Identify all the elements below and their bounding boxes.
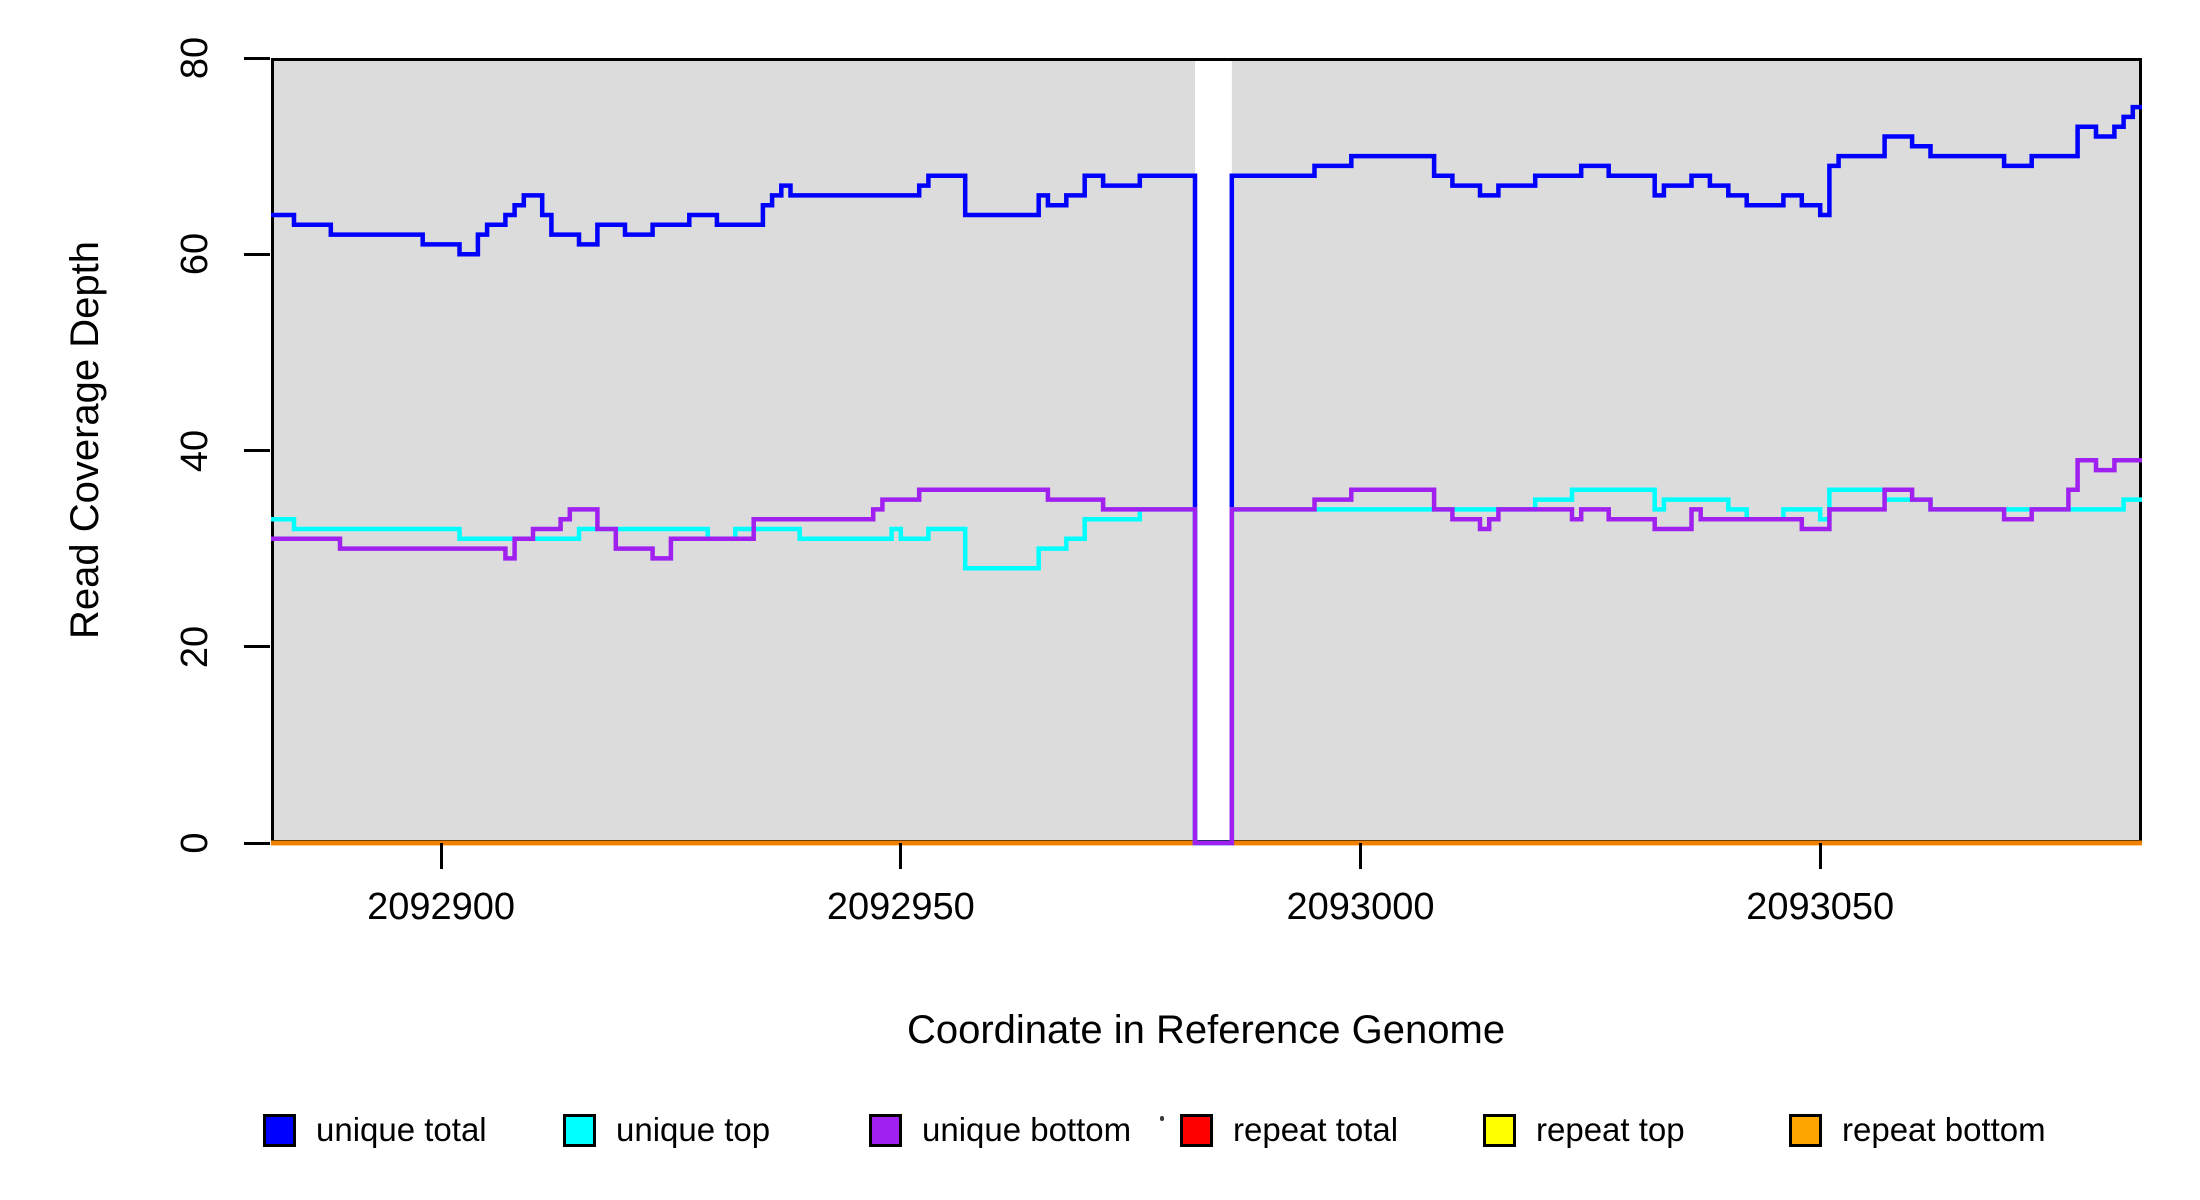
legend-label: unique total xyxy=(316,1111,487,1148)
legend-item-unique-bottom: unique bottom xyxy=(869,1108,1131,1152)
legend-label: unique bottom xyxy=(922,1111,1132,1148)
legend-swatch-icon xyxy=(1483,1113,1516,1147)
x-axis-title: Coordinate in Reference Genome xyxy=(906,1008,1506,1052)
y-tick-label: 0 xyxy=(173,832,216,854)
legend-item-repeat-bottom: repeat bottom xyxy=(1789,1108,2046,1152)
y-tick-label: 60 xyxy=(173,233,216,276)
legend-swatch-icon xyxy=(1789,1113,1822,1147)
x-tick-label: 2093050 xyxy=(1746,886,1895,928)
legend-item-repeat-top: repeat top xyxy=(1483,1108,1685,1152)
stray-dot xyxy=(1160,1116,1164,1121)
legend-item-unique-top: unique top xyxy=(563,1108,770,1152)
y-axis-title: Read Coverage Depth xyxy=(62,240,107,640)
x-tick-mark xyxy=(1359,843,1362,869)
y-tick-label: 20 xyxy=(173,625,216,668)
legend-swatch-icon xyxy=(563,1113,596,1147)
y-tick-mark xyxy=(244,841,270,845)
legend-label: repeat bottom xyxy=(1842,1111,2046,1148)
y-tick-label: 40 xyxy=(173,429,216,472)
y-tick-mark xyxy=(244,645,270,649)
legend-label: repeat top xyxy=(1536,1111,1685,1148)
legend-swatch-icon xyxy=(869,1113,902,1147)
legend-label: repeat total xyxy=(1233,1111,1399,1148)
legend-item-unique-total: unique total xyxy=(263,1108,487,1152)
x-tick-label: 2092900 xyxy=(367,886,516,928)
coverage-plot-svg xyxy=(271,58,2142,846)
x-tick-mark xyxy=(1818,843,1822,869)
x-tick-label: 2093000 xyxy=(1286,886,1435,928)
legend-swatch-icon xyxy=(263,1113,296,1147)
x-tick-label: 2092950 xyxy=(826,886,975,928)
coverage-gap-band xyxy=(1195,61,1232,843)
x-tick-mark xyxy=(439,843,443,869)
legend-item-repeat-total: repeat total xyxy=(1180,1108,1398,1152)
legend-swatch-icon xyxy=(1180,1113,1213,1147)
legend: unique total unique top unique bottom repea… xyxy=(0,1108,2200,1158)
plot-area xyxy=(271,58,2142,846)
y-tick-mark xyxy=(244,252,270,256)
legend-label: unique top xyxy=(616,1111,771,1148)
y-tick-mark xyxy=(244,56,270,60)
x-tick-mark xyxy=(899,843,903,869)
series-line-unique-bottom xyxy=(271,458,2142,846)
y-tick-label: 80 xyxy=(173,36,216,80)
y-tick-mark xyxy=(244,449,270,452)
